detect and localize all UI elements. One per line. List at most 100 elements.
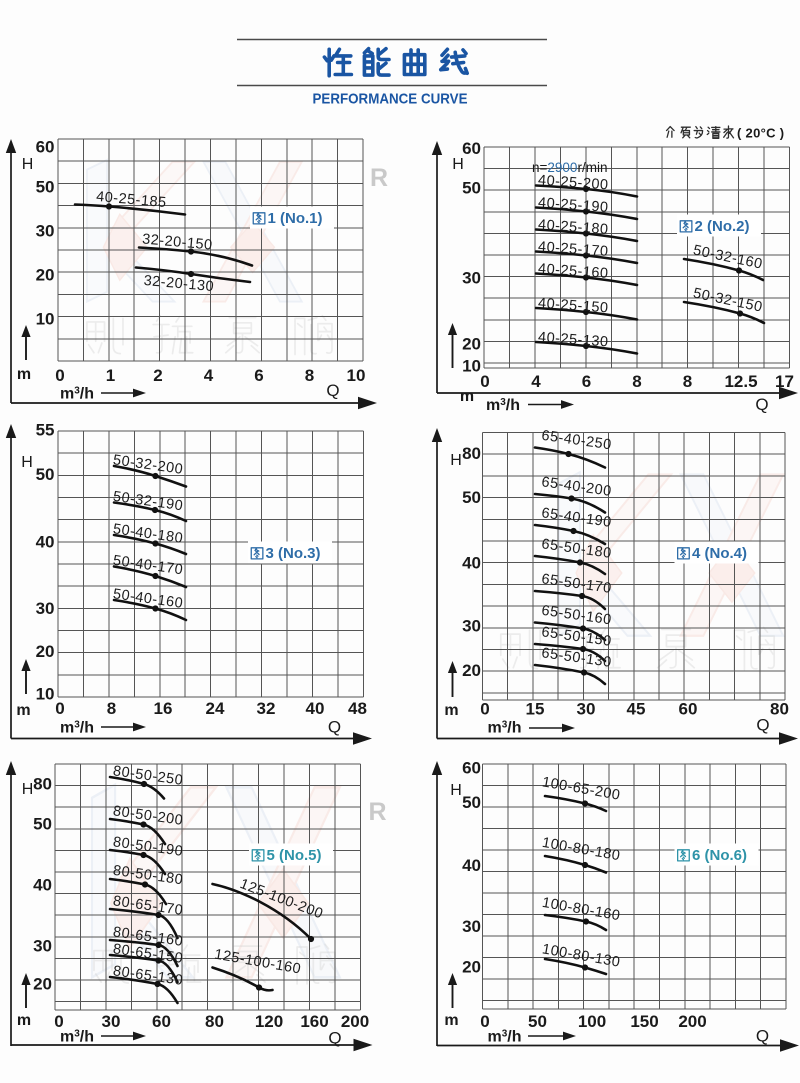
svg-text:60: 60 [152, 1012, 171, 1031]
svg-text:50: 50 [462, 793, 481, 812]
svg-text:m3/h: m3/h [60, 1029, 94, 1046]
svg-text:H: H [21, 454, 33, 471]
svg-text:20: 20 [462, 335, 481, 354]
svg-text:40: 40 [36, 533, 55, 552]
svg-text:30: 30 [462, 917, 481, 936]
svg-text:20: 20 [462, 661, 481, 680]
svg-text:40: 40 [33, 876, 52, 895]
svg-text:40-25-180: 40-25-180 [538, 217, 610, 238]
svg-text:H: H [22, 781, 34, 798]
svg-text:80: 80 [33, 775, 52, 794]
svg-text:40-25-185: 40-25-185 [95, 189, 167, 211]
svg-text:30: 30 [102, 1012, 121, 1031]
svg-text:20: 20 [36, 266, 55, 285]
svg-text:6: 6 [254, 366, 263, 385]
svg-text:50: 50 [528, 1012, 547, 1031]
svg-text:3 (No.3): 3 (No.3) [266, 545, 321, 562]
svg-text:4: 4 [204, 366, 214, 385]
svg-text:4 (No.4): 4 (No.4) [692, 545, 747, 562]
svg-text:80: 80 [770, 700, 789, 719]
svg-text:24: 24 [206, 699, 225, 718]
svg-text:20: 20 [33, 975, 52, 994]
svg-text:30: 30 [462, 617, 481, 636]
svg-text:50: 50 [36, 465, 55, 484]
svg-text:30: 30 [462, 269, 481, 288]
svg-text:8: 8 [683, 372, 692, 391]
svg-text:m3/h: m3/h [60, 720, 94, 737]
svg-text:8: 8 [107, 699, 116, 718]
svg-text:40: 40 [462, 856, 481, 875]
svg-text:100: 100 [578, 1012, 606, 1031]
svg-text:80: 80 [462, 444, 481, 463]
svg-text:150: 150 [630, 1012, 658, 1031]
svg-text:m3/h: m3/h [487, 1029, 521, 1046]
svg-text:60: 60 [36, 138, 55, 157]
svg-text:8: 8 [632, 372, 641, 391]
svg-text:m: m [16, 702, 30, 719]
svg-text:PERFORMANCE CURVE: PERFORMANCE CURVE [313, 91, 468, 108]
svg-text:50: 50 [462, 179, 481, 198]
svg-text:2 (No.2): 2 (No.2) [695, 218, 750, 235]
svg-text:60: 60 [679, 700, 698, 719]
svg-text:32-20-130: 32-20-130 [143, 273, 215, 295]
svg-text:200: 200 [678, 1012, 706, 1031]
svg-text:40-25-170: 40-25-170 [538, 239, 610, 260]
svg-text:48: 48 [348, 699, 367, 718]
svg-text:60: 60 [462, 759, 481, 778]
svg-text:H: H [452, 156, 464, 173]
svg-text:60: 60 [462, 139, 481, 158]
svg-text:10: 10 [36, 310, 55, 329]
svg-text:50: 50 [462, 488, 481, 507]
svg-text:6: 6 [582, 372, 591, 391]
svg-text:8: 8 [305, 366, 314, 385]
svg-text:n=2900r/min: n=2900r/min [532, 160, 607, 175]
svg-text:50: 50 [36, 178, 55, 197]
svg-text:6 (No.6): 6 (No.6) [692, 847, 747, 864]
svg-text:R: R [370, 164, 388, 192]
svg-text:40-25-190: 40-25-190 [538, 195, 610, 216]
svg-text:0: 0 [480, 700, 489, 719]
svg-text:45: 45 [627, 700, 646, 719]
svg-text:m: m [444, 1012, 458, 1029]
svg-text:m: m [444, 702, 458, 719]
svg-text:10: 10 [462, 357, 481, 376]
svg-text:( 20°C ): ( 20°C ) [737, 126, 784, 141]
svg-text:120: 120 [255, 1012, 283, 1031]
svg-text:m3/h: m3/h [60, 386, 94, 403]
svg-text:32-20-150: 32-20-150 [141, 231, 213, 253]
svg-text:Q: Q [328, 718, 341, 737]
svg-text:50: 50 [33, 815, 52, 834]
svg-text:m: m [17, 1012, 31, 1029]
svg-text:1: 1 [106, 366, 115, 385]
svg-text:m: m [17, 366, 31, 383]
svg-text:0: 0 [55, 366, 64, 385]
svg-text:0: 0 [55, 699, 64, 718]
svg-text:15: 15 [526, 700, 545, 719]
svg-text:H: H [22, 156, 34, 173]
svg-text:Q: Q [756, 716, 769, 735]
svg-text:H: H [450, 452, 462, 469]
svg-text:2: 2 [153, 366, 162, 385]
svg-text:m3/h: m3/h [487, 720, 521, 737]
svg-text:160: 160 [300, 1012, 328, 1031]
svg-text:200: 200 [341, 1012, 369, 1031]
svg-text:10: 10 [36, 685, 55, 704]
svg-text:20: 20 [462, 958, 481, 977]
svg-text:0: 0 [480, 372, 489, 391]
svg-text:40: 40 [462, 554, 481, 573]
svg-text:Q: Q [326, 381, 339, 400]
svg-text:H: H [450, 782, 462, 799]
svg-text:32: 32 [257, 699, 276, 718]
svg-text:17: 17 [775, 372, 794, 391]
svg-text:40-25-150: 40-25-150 [538, 296, 610, 317]
svg-text:20: 20 [36, 642, 55, 661]
svg-text:5 (No.5): 5 (No.5) [267, 847, 322, 864]
svg-text:m3/h: m3/h [486, 397, 520, 414]
svg-text:40-25-200: 40-25-200 [538, 173, 610, 194]
svg-text:80: 80 [205, 1012, 224, 1031]
svg-text:40-25-130: 40-25-130 [538, 330, 610, 351]
svg-text:0: 0 [54, 1012, 63, 1031]
svg-text:4: 4 [531, 372, 541, 391]
svg-text:10: 10 [347, 366, 366, 385]
svg-text:m: m [460, 388, 474, 405]
